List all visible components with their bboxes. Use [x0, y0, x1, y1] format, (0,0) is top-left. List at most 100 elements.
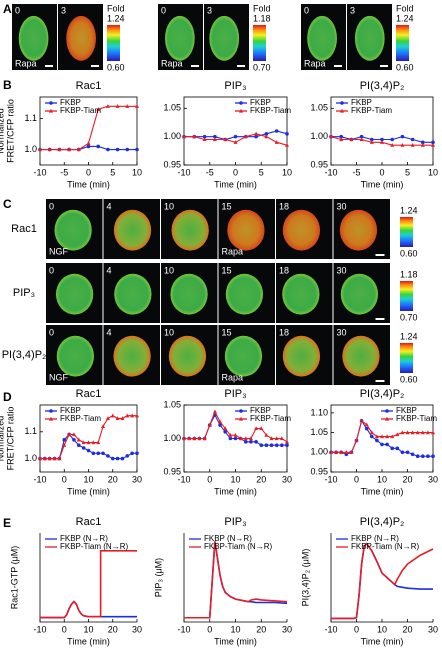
data-point — [254, 426, 259, 431]
legend-marker — [49, 409, 53, 413]
data-point — [106, 147, 110, 152]
cell-body — [342, 335, 380, 377]
y-axis-label: Normalized — [0, 416, 5, 462]
data-point — [218, 419, 223, 424]
color-scale — [253, 25, 266, 61]
x-tick-label: 20 — [108, 624, 118, 634]
legend-marker — [239, 409, 243, 413]
data-point — [248, 436, 253, 441]
data-point — [370, 137, 374, 142]
data-point — [115, 456, 120, 461]
series-line — [184, 541, 288, 619]
data-point — [96, 144, 100, 149]
x-axis-label: Time (min) — [361, 486, 404, 496]
data-point — [279, 436, 284, 441]
data-point — [380, 442, 384, 447]
data-point — [202, 137, 207, 142]
cell-body — [282, 209, 321, 251]
data-point — [274, 140, 279, 144]
scale-title: Fold — [396, 3, 414, 13]
x-tick-label: 30 — [132, 474, 142, 484]
legend-marker — [49, 101, 53, 105]
legend-label: FKBP — [250, 406, 271, 415]
data-point — [280, 443, 284, 448]
scale-bar — [334, 65, 342, 67]
time-label: 30 — [337, 327, 347, 337]
x-tick-label: 10 — [230, 624, 240, 634]
legend-marker — [49, 416, 53, 421]
cell-body — [340, 273, 379, 315]
data-point — [390, 137, 395, 142]
data-point — [274, 436, 279, 441]
data-point — [38, 456, 42, 461]
data-point — [264, 443, 269, 448]
series-line — [184, 541, 288, 619]
data-point — [285, 443, 289, 448]
chart-title: PI(3,4)P₂ — [360, 80, 405, 92]
data-point — [110, 456, 115, 461]
cell-body — [56, 335, 95, 377]
data-point — [105, 416, 110, 420]
x-tick-label: 20 — [256, 624, 266, 634]
data-point — [329, 450, 333, 454]
data-point — [364, 426, 369, 431]
data-point — [410, 142, 415, 147]
chart-title: PIP₃ — [224, 80, 246, 92]
cell-body — [113, 209, 152, 251]
legend-label: FKBP — [351, 98, 372, 107]
color-scale — [107, 25, 120, 61]
row-label: Rac1 — [11, 223, 37, 235]
data-point — [115, 147, 120, 152]
data-point — [259, 426, 264, 431]
legend-marker — [385, 409, 389, 413]
x-tick-label: 0 — [233, 167, 238, 177]
cell-body — [114, 273, 152, 315]
data-point — [135, 451, 139, 456]
cell-body — [282, 273, 320, 315]
y-tick-label: 0.95 — [310, 466, 328, 476]
legend-label: FKBP-Tiam — [250, 106, 291, 115]
y-tick-label: 0.95 — [310, 159, 328, 169]
x-tick-label: 10 — [132, 167, 142, 177]
x-tick-label: 10 — [428, 167, 438, 177]
data-point — [187, 436, 192, 441]
data-point — [86, 144, 91, 149]
data-point — [339, 137, 344, 142]
legend-label: FKBP-Tiam (N→R) — [204, 542, 272, 551]
data-point — [395, 446, 400, 451]
y-tick-label: 1.00 — [310, 447, 328, 457]
data-point — [135, 413, 139, 418]
time-label: 10 — [164, 265, 174, 275]
x-tick-label: -10 — [177, 167, 190, 177]
scale-max: 1.18 — [400, 269, 418, 279]
data-point — [91, 451, 96, 456]
time-label: 4 — [107, 201, 112, 211]
data-point — [125, 413, 130, 418]
data-point — [81, 440, 86, 445]
legend-label: FKBP-Tiam — [250, 414, 291, 423]
data-point — [254, 131, 259, 136]
data-point — [380, 140, 384, 144]
data-point — [364, 422, 369, 427]
y-tick-label: 1.00 — [310, 131, 328, 141]
cell-body — [55, 273, 94, 315]
chart-title: Rac1 — [76, 388, 102, 400]
data-point — [269, 443, 274, 448]
data-point — [115, 104, 120, 108]
data-point — [420, 142, 425, 147]
time-label: 18 — [279, 265, 289, 275]
data-point — [130, 451, 134, 456]
x-tick-label: -10 — [33, 624, 46, 634]
data-point — [349, 137, 354, 142]
x-tick-label: -10 — [324, 167, 337, 177]
time-label: 18 — [279, 201, 289, 211]
legend-label: FKBP — [396, 406, 417, 415]
cell-body — [18, 15, 49, 61]
data-point — [47, 456, 52, 461]
series-line — [40, 550, 137, 619]
data-point — [86, 141, 91, 145]
x-axis-label: Time (min) — [67, 486, 110, 496]
x-tick-label: 5 — [110, 167, 115, 177]
x-tick-label: 10 — [230, 474, 240, 484]
data-point — [269, 436, 274, 441]
